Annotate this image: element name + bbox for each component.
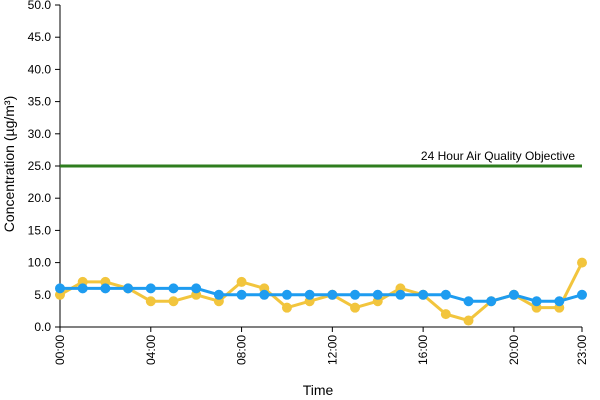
y-tick-label: 50.0: [28, 0, 52, 12]
y-tick-label: 0.0: [34, 320, 51, 334]
x-tick-label: 00:00: [53, 335, 67, 365]
data-point: [531, 296, 542, 307]
series-line: [59, 261, 584, 323]
data-point: [508, 289, 519, 300]
data-point: [259, 289, 270, 300]
data-point: [418, 289, 429, 300]
x-tick-label: 04:00: [144, 335, 158, 365]
data-point: [440, 309, 451, 320]
x-tick-label: 23:00: [575, 335, 589, 365]
data-point: [577, 257, 587, 268]
reference-line-label: 24 Hour Air Quality Objective: [421, 149, 575, 163]
data-point: [236, 276, 247, 287]
y-tick-label: 35.0: [28, 95, 52, 109]
x-tick-label: 20:00: [507, 335, 521, 365]
data-point: [55, 283, 65, 294]
data-point: [145, 283, 156, 294]
data-point: [304, 289, 315, 300]
series-1: [55, 257, 587, 326]
y-tick-label: 15.0: [28, 223, 52, 237]
y-tick-label: 5.0: [34, 288, 51, 302]
data-point: [554, 296, 565, 307]
data-point: [145, 296, 156, 307]
data-point: [281, 289, 292, 300]
data-point: [191, 283, 202, 294]
data-point: [236, 289, 247, 300]
y-tick-label: 25.0: [28, 159, 52, 173]
data-point: [123, 283, 134, 294]
x-tick-label: 16:00: [416, 335, 430, 365]
x-axis-title: Time: [303, 382, 334, 398]
y-tick-label: 30.0: [28, 127, 52, 141]
y-axis-title: Concentration (µg/m³): [1, 96, 17, 232]
y-tick-label: 40.0: [28, 62, 52, 76]
y-tick-label: 10.0: [28, 256, 52, 270]
data-point: [100, 283, 111, 294]
series-layer: [55, 257, 587, 326]
data-point: [327, 289, 338, 300]
data-point: [440, 289, 451, 300]
data-point: [372, 289, 383, 300]
y-tick-label: 20.0: [28, 191, 52, 205]
data-point: [213, 289, 224, 300]
data-point: [281, 302, 292, 313]
x-tick-label: 08:00: [235, 335, 249, 365]
data-point: [395, 289, 406, 300]
data-point: [168, 283, 179, 294]
data-point: [463, 315, 474, 326]
data-point: [486, 296, 497, 307]
data-point: [463, 296, 474, 307]
data-point: [168, 296, 179, 307]
series-2: [55, 283, 587, 307]
x-tick-label: 12:00: [325, 335, 339, 365]
y-axis-ticks: 0.0 5.0 10.0 15.0 20.0 25.0 30.0 35.0 40.0 45.0 50…: [28, 0, 60, 334]
data-point: [350, 302, 361, 313]
data-point: [77, 283, 88, 294]
y-tick-label: 45.0: [28, 30, 52, 44]
data-point: [577, 289, 587, 300]
data-point: [350, 289, 361, 300]
x-axis-ticks: 00:00 04:00 08:00 12:00 16:00 20:00 23:00: [53, 327, 589, 365]
